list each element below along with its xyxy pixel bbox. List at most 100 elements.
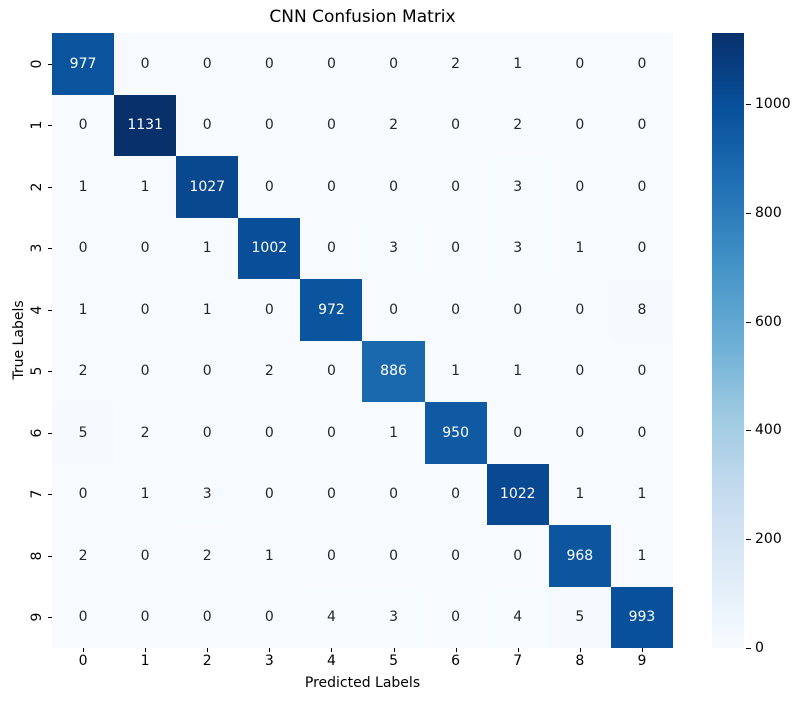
heatmap-cell-r3-c1: 0 <box>114 217 177 279</box>
y-tick-mark-2 <box>48 186 52 188</box>
colorbar-tick-label-5: 1000 <box>755 96 791 113</box>
heatmap-cell-r1-c4: 0 <box>300 94 363 156</box>
heatmap-cell-r9-c0: 0 <box>52 586 115 648</box>
heatmap-cell-r2-c1: 1 <box>114 156 177 218</box>
x-tick-mark-6 <box>455 648 457 652</box>
x-tick-label-3: 3 <box>264 653 274 669</box>
heatmap-cell-r8-c6: 0 <box>424 525 487 587</box>
heatmap-cell-r1-c2: 0 <box>176 94 239 156</box>
x-tick-label-2: 2 <box>202 653 212 669</box>
x-tick-mark-2 <box>207 648 209 652</box>
heatmap-cell-r0-c0: 977 <box>52 33 115 95</box>
colorbar-tick-mark-3 <box>746 321 751 323</box>
y-axis-label: True Labels <box>11 300 27 380</box>
colorbar-tick-mark-1 <box>746 539 751 541</box>
heatmap-cell-r0-c1: 0 <box>114 33 177 95</box>
heatmap-cell-r8-c0: 2 <box>52 525 115 587</box>
heatmap-cell-r6-c9: 0 <box>610 402 673 464</box>
heatmap-cell-r8-c7: 0 <box>486 525 549 587</box>
colorbar-tick-label-1: 200 <box>755 531 782 548</box>
heatmap-cell-r8-c3: 1 <box>238 525 301 587</box>
y-tick-mark-4 <box>48 309 52 311</box>
heatmap-cell-r3-c3: 1002 <box>238 217 301 279</box>
y-tick-label-4: 4 <box>29 305 45 315</box>
heatmap-cell-r1-c7: 2 <box>486 94 549 156</box>
heatmap-cell-r7-c1: 1 <box>114 463 177 525</box>
heatmap-cell-r3-c4: 0 <box>300 217 363 279</box>
heatmap-cell-r4-c9: 8 <box>610 279 673 341</box>
x-tick-label-7: 7 <box>513 653 523 669</box>
heatmap-cell-r5-c5: 886 <box>362 340 425 402</box>
x-tick-label-1: 1 <box>140 653 150 669</box>
heatmap-cell-r7-c6: 0 <box>424 463 487 525</box>
y-tick-mark-9 <box>48 617 52 619</box>
heatmap-cell-r5-c7: 1 <box>486 340 549 402</box>
heatmap-cell-r8-c8: 968 <box>548 525 611 587</box>
x-tick-label-5: 5 <box>389 653 399 669</box>
heatmap-cell-r6-c1: 2 <box>114 402 177 464</box>
heatmap-cell-r4-c7: 0 <box>486 279 549 341</box>
heatmap-cell-r5-c9: 0 <box>610 340 673 402</box>
x-tick-label-9: 9 <box>637 653 647 669</box>
y-tick-label-3: 3 <box>29 243 45 253</box>
heatmap-cell-r5-c2: 0 <box>176 340 239 402</box>
colorbar-tick-mark-0 <box>746 648 751 649</box>
heatmap-cell-r7-c0: 0 <box>52 463 115 525</box>
heatmap-cell-r9-c9: 993 <box>610 586 673 648</box>
heatmap-cell-r0-c9: 0 <box>610 33 673 95</box>
y-tick-mark-1 <box>48 125 52 127</box>
colorbar <box>712 33 744 648</box>
heatmap-cell-r9-c3: 0 <box>238 586 301 648</box>
heatmap-cell-r5-c0: 2 <box>52 340 115 402</box>
heatmap-cell-r8-c4: 0 <box>300 525 363 587</box>
heatmap-cell-r9-c5: 3 <box>362 586 425 648</box>
x-tick-mark-3 <box>269 648 271 652</box>
x-tick-label-0: 0 <box>78 653 88 669</box>
x-tick-mark-4 <box>331 648 333 652</box>
heatmap-cell-r7-c3: 0 <box>238 463 301 525</box>
heatmap-cell-r7-c9: 1 <box>610 463 673 525</box>
x-tick-mark-8 <box>579 648 581 652</box>
y-tick-mark-0 <box>48 63 52 65</box>
x-tick-label-8: 8 <box>575 653 585 669</box>
colorbar-tick-mark-5 <box>746 104 751 106</box>
x-tick-mark-9 <box>641 648 643 652</box>
heatmap-cell-r4-c2: 1 <box>176 279 239 341</box>
heatmap-cell-r4-c5: 0 <box>362 279 425 341</box>
heatmap-cell-r0-c3: 0 <box>238 33 301 95</box>
colorbar-tick-label-0: 0 <box>755 640 764 656</box>
heatmap-cell-r0-c6: 2 <box>424 33 487 95</box>
heatmap-cell-r1-c3: 0 <box>238 94 301 156</box>
heatmap-cell-r5-c6: 1 <box>424 340 487 402</box>
colorbar-tick-label-2: 400 <box>755 422 782 439</box>
heatmap-cell-r3-c7: 3 <box>486 217 549 279</box>
heatmap-cell-r7-c5: 0 <box>362 463 425 525</box>
heatmap-cell-r1-c0: 0 <box>52 94 115 156</box>
heatmap-cell-r5-c3: 2 <box>238 340 301 402</box>
colorbar-tick-mark-2 <box>746 430 751 432</box>
heatmap-cell-r7-c7: 1022 <box>486 463 549 525</box>
heatmap-cell-r2-c3: 0 <box>238 156 301 218</box>
heatmap-cell-r2-c5: 0 <box>362 156 425 218</box>
heatmap-cell-r6-c2: 0 <box>176 402 239 464</box>
heatmap-cell-r6-c8: 0 <box>548 402 611 464</box>
heatmap-cell-r3-c9: 0 <box>610 217 673 279</box>
x-tick-label-4: 4 <box>326 653 336 669</box>
heatmap-cell-r5-c1: 0 <box>114 340 177 402</box>
heatmap-cell-r7-c8: 1 <box>548 463 611 525</box>
heatmap-cell-r9-c7: 4 <box>486 586 549 648</box>
heatmap-cell-r3-c5: 3 <box>362 217 425 279</box>
heatmap-cell-r5-c4: 0 <box>300 340 363 402</box>
heatmap-cell-r3-c6: 0 <box>424 217 487 279</box>
heatmap-cell-r0-c2: 0 <box>176 33 239 95</box>
heatmap-cell-r3-c8: 1 <box>548 217 611 279</box>
heatmap-cell-r4-c4: 972 <box>300 279 363 341</box>
heatmap-cell-r4-c0: 1 <box>52 279 115 341</box>
y-tick-label-5: 5 <box>29 366 45 376</box>
y-tick-label-9: 9 <box>29 612 45 622</box>
heatmap-cell-r1-c1: 1131 <box>114 94 177 156</box>
heatmap-cell-r2-c0: 1 <box>52 156 115 218</box>
chart-title: CNN Confusion Matrix <box>269 7 456 27</box>
y-tick-label-0: 0 <box>29 59 45 69</box>
heatmap-cell-r2-c6: 0 <box>424 156 487 218</box>
